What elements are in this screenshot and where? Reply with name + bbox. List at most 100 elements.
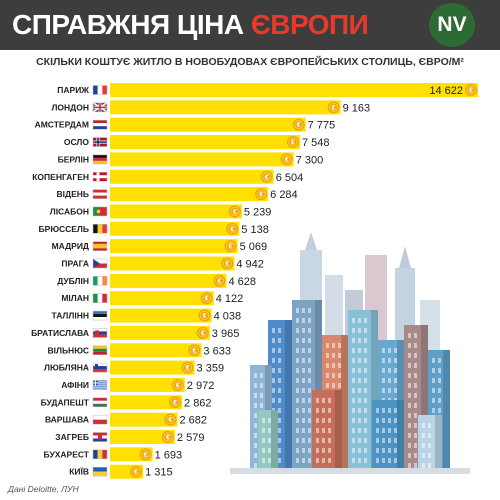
window bbox=[308, 408, 311, 413]
window bbox=[268, 438, 271, 443]
window bbox=[376, 458, 379, 463]
euro-glyph: € bbox=[285, 157, 289, 164]
window bbox=[278, 348, 281, 353]
window bbox=[352, 428, 355, 433]
bar-row: БУДАПЕШТ €2 862 bbox=[41, 395, 212, 410]
window bbox=[254, 393, 257, 398]
city-label: АФІНИ bbox=[61, 380, 89, 390]
window bbox=[322, 458, 325, 463]
window bbox=[322, 408, 325, 413]
window bbox=[352, 328, 355, 333]
window bbox=[414, 403, 417, 408]
flag-border bbox=[92, 137, 108, 147]
window bbox=[394, 348, 397, 353]
bar-row: ЗАГРЕБ €2 579 bbox=[55, 430, 204, 444]
window bbox=[408, 363, 411, 368]
window bbox=[278, 458, 281, 463]
city-label: БЕРЛІН bbox=[58, 154, 89, 164]
flag-border bbox=[92, 362, 108, 373]
window bbox=[328, 408, 331, 413]
window bbox=[322, 428, 325, 433]
window bbox=[352, 398, 355, 403]
flag-stripe bbox=[93, 385, 107, 387]
window bbox=[272, 378, 275, 383]
window bbox=[302, 448, 305, 453]
window bbox=[332, 353, 335, 358]
window bbox=[302, 368, 305, 373]
window bbox=[332, 383, 335, 388]
window bbox=[308, 448, 311, 453]
window bbox=[254, 443, 257, 448]
window bbox=[296, 328, 299, 333]
bar-row: ВІДЕНЬ €6 284 bbox=[57, 187, 298, 202]
flag-stripe bbox=[93, 192, 107, 196]
window bbox=[408, 343, 411, 348]
window bbox=[296, 448, 299, 453]
bar-row: ОСЛО €7 548 bbox=[64, 135, 329, 150]
city-label: ДУБЛІН bbox=[57, 276, 89, 286]
window bbox=[408, 403, 411, 408]
window bbox=[414, 393, 417, 398]
window bbox=[296, 338, 299, 343]
coin-rim bbox=[225, 241, 236, 251]
window bbox=[302, 328, 305, 333]
coin-rim bbox=[141, 449, 151, 459]
bar-row: ПАРИЖ €14 622 bbox=[57, 83, 478, 97]
window bbox=[278, 408, 281, 413]
window bbox=[364, 448, 367, 453]
window bbox=[376, 408, 379, 413]
window bbox=[394, 428, 397, 433]
window bbox=[296, 358, 299, 363]
window bbox=[414, 443, 417, 448]
bar-row: АМСТЕРДАМ €7 775 bbox=[35, 117, 335, 132]
window bbox=[364, 318, 367, 323]
flag-stripe bbox=[98, 206, 107, 216]
window bbox=[296, 458, 299, 463]
flag-stripe bbox=[93, 449, 98, 459]
bar bbox=[110, 395, 183, 410]
value-label: 5 138 bbox=[241, 224, 269, 236]
bar-row: БРЮССЕЛЬ €5 138 bbox=[39, 221, 269, 236]
bar bbox=[110, 152, 294, 167]
flag-emblem bbox=[96, 209, 101, 214]
window bbox=[388, 428, 391, 433]
city-label: ВАРШАВА bbox=[45, 415, 89, 425]
flag-border bbox=[92, 172, 108, 182]
value-label: 2 682 bbox=[179, 415, 207, 427]
window bbox=[308, 428, 311, 433]
euro-glyph: € bbox=[144, 452, 148, 459]
coin-rim bbox=[170, 397, 180, 407]
flag-border bbox=[92, 310, 108, 321]
window bbox=[364, 398, 367, 403]
window bbox=[326, 373, 329, 378]
window bbox=[308, 338, 311, 343]
value-label: 6 504 bbox=[276, 172, 304, 184]
window bbox=[352, 438, 355, 443]
window bbox=[308, 378, 311, 383]
window bbox=[278, 358, 281, 363]
window bbox=[394, 378, 397, 383]
euro-glyph: € bbox=[265, 174, 269, 181]
window bbox=[272, 358, 275, 363]
window bbox=[308, 458, 311, 463]
window bbox=[358, 438, 361, 443]
window bbox=[338, 363, 341, 368]
window bbox=[358, 448, 361, 453]
euro-glyph: € bbox=[332, 105, 336, 112]
window bbox=[422, 423, 425, 428]
flag-stripe bbox=[93, 432, 107, 436]
window bbox=[302, 318, 305, 323]
city-label: ЗАГРЕБ bbox=[55, 432, 89, 442]
window bbox=[296, 368, 299, 373]
window bbox=[268, 458, 271, 463]
flag-border bbox=[92, 258, 108, 269]
bar-row: ТАЛЛІНН €4 038 bbox=[52, 308, 241, 323]
window bbox=[422, 463, 425, 468]
window bbox=[268, 428, 271, 433]
window bbox=[408, 423, 411, 428]
flag-stripe bbox=[93, 259, 107, 264]
window bbox=[296, 388, 299, 393]
window bbox=[316, 418, 319, 423]
flag-stripe bbox=[93, 157, 107, 161]
bar bbox=[110, 204, 242, 219]
